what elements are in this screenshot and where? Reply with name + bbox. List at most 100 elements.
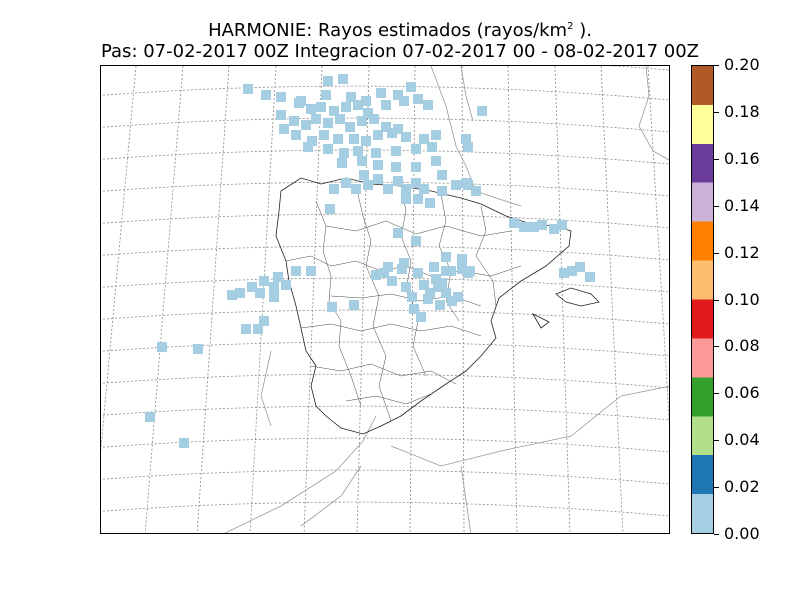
lightning-cell	[301, 120, 311, 130]
lightning-cell	[401, 282, 411, 292]
colorbar-tick-mark	[714, 65, 719, 66]
colorbar-tick-mark	[714, 534, 719, 535]
lightning-cell	[349, 134, 359, 144]
lightning-cell	[361, 136, 371, 146]
lightning-cell	[381, 100, 391, 110]
lightning-cell	[325, 204, 335, 214]
lightning-cell	[157, 342, 167, 352]
lightning-cell	[461, 134, 471, 144]
lightning-cell	[323, 144, 333, 154]
lightning-cell	[419, 184, 429, 194]
lightning-cell	[425, 288, 435, 298]
lightning-cell	[353, 146, 363, 156]
colorbar-tick-label: 0.18	[724, 101, 760, 121]
province-borders	[285, 185, 522, 422]
lightning-cell	[373, 174, 383, 184]
lightning-cell	[437, 170, 447, 180]
lightning-cell	[369, 114, 379, 124]
lightning-cell	[363, 180, 373, 190]
lightning-cell	[453, 292, 463, 302]
colorbar-tick-mark	[714, 158, 719, 160]
lightning-cell	[303, 142, 313, 152]
colorbar-tick-label: 0.12	[724, 242, 760, 262]
lightning-cell	[357, 156, 367, 166]
lightning-cell	[567, 266, 577, 276]
lightning-cell	[145, 412, 155, 422]
lightning-cell	[323, 118, 333, 128]
lightning-cell	[411, 178, 421, 188]
lightning-cell	[383, 184, 393, 194]
lightning-cell	[423, 100, 433, 110]
lightning-cell	[457, 264, 467, 274]
lightning-cell	[253, 324, 263, 334]
lightning-cell	[357, 116, 367, 126]
lightning-cell	[269, 282, 279, 292]
lightning-cell	[361, 96, 371, 106]
lightning-cell	[338, 74, 348, 84]
lightning-cell	[373, 160, 383, 170]
lightning-cell	[419, 134, 429, 144]
lightning-cell	[241, 324, 251, 334]
lightning-cell	[291, 266, 301, 276]
lightning-cell	[235, 288, 245, 298]
graticule-parallels	[101, 66, 669, 517]
lightning-cell	[393, 228, 403, 238]
lightning-cell	[289, 116, 299, 126]
lightning-cell	[349, 300, 359, 310]
lightning-cell	[441, 288, 451, 298]
lightning-cell	[537, 220, 547, 230]
lightning-cell	[413, 194, 423, 204]
colorbar-tick-label: 0.08	[724, 336, 760, 356]
lightning-cell	[429, 262, 439, 272]
lightning-cell	[401, 194, 411, 204]
lightning-cell	[411, 162, 421, 172]
lightning-cell	[431, 130, 441, 140]
lightning-cell	[323, 76, 333, 86]
lightning-cell	[409, 304, 419, 314]
colorbar-tick-label: 0.02	[724, 477, 760, 497]
lightning-cell	[345, 122, 355, 132]
lightning-cell	[321, 90, 331, 100]
colorbar-tick-label: 0.10	[724, 289, 760, 309]
lightning-cell	[393, 176, 403, 186]
colorbar-tick-mark	[714, 487, 719, 489]
lightning-cell	[306, 104, 316, 114]
lightning-cell	[387, 276, 397, 286]
lightning-cell	[416, 312, 426, 322]
colorbar-tick-label: 0.06	[724, 383, 760, 403]
lightning-cell	[329, 184, 339, 194]
lightning-cell	[335, 114, 345, 124]
lightning-cell	[291, 130, 301, 140]
lightning-cell	[413, 268, 423, 278]
lightning-cell	[227, 290, 237, 300]
lightning-cell	[431, 274, 441, 284]
lightning-cell	[447, 296, 457, 306]
lightning-cell	[451, 180, 461, 190]
lightning-cell	[371, 148, 381, 158]
lightning-cell	[383, 262, 393, 272]
lightning-cell	[353, 100, 363, 110]
colorbar-tick-label: 0.20	[724, 55, 760, 74]
colorbar-tick-mark	[714, 299, 719, 301]
lightning-cell	[346, 92, 356, 102]
lightning-cell	[387, 128, 397, 138]
lightning-cell	[419, 280, 429, 290]
lightning-cell	[281, 280, 291, 290]
lightning-cell	[259, 316, 269, 326]
lightning-cell	[457, 254, 467, 264]
lightning-cell	[294, 98, 304, 108]
chart-title-line-2: Pas: 07-02-2017 00Z Integracion 07-02-20…	[100, 41, 699, 62]
colorbar-tick-mark	[714, 346, 719, 348]
lightning-cell	[319, 130, 329, 140]
lightning-cell	[437, 278, 447, 288]
lightning-cell	[341, 178, 351, 188]
lightning-cell	[273, 272, 283, 282]
lightning-cell	[193, 344, 203, 354]
lightning-cell	[339, 148, 349, 158]
lightning-cell	[461, 178, 471, 188]
lightning-cell	[575, 262, 585, 272]
lightning-cell	[423, 294, 433, 304]
lightning-cell	[441, 252, 451, 262]
lightning-cells	[145, 74, 595, 448]
lightning-cell	[401, 132, 411, 142]
